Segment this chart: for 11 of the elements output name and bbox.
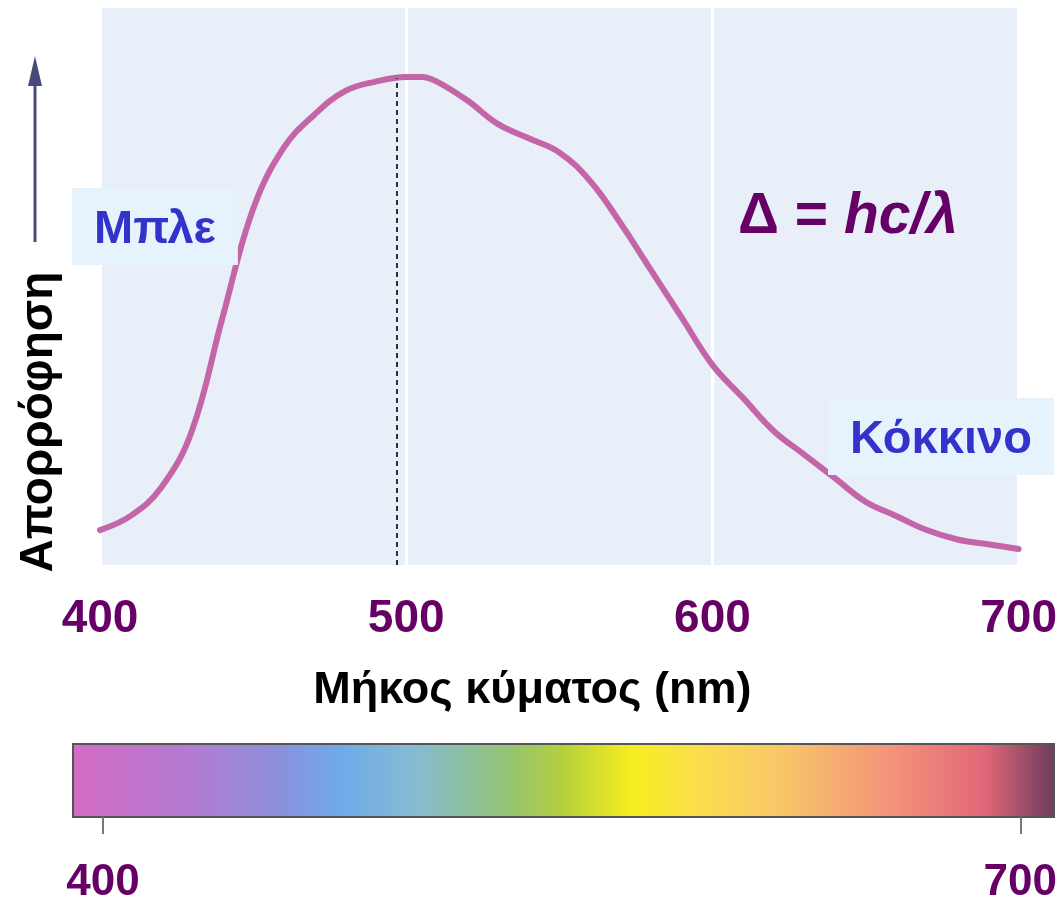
- annotation: Κόκκινο: [850, 410, 1032, 463]
- x2-tick-label: 400: [66, 854, 140, 901]
- y-axis-title: Απορρόφηση: [10, 271, 62, 573]
- x-tick-label: 600: [674, 590, 751, 642]
- x-tick-label: 500: [367, 590, 445, 642]
- x-tick-label: 700: [980, 590, 1057, 642]
- x-axis-title: Μήκος κύματος (nm): [313, 662, 752, 713]
- annotation: Δ = hc/λ: [738, 180, 958, 245]
- x-tick-label: 400: [61, 590, 139, 642]
- annotation: Μπλε: [94, 200, 216, 253]
- x2-tick-label: 700: [983, 854, 1057, 901]
